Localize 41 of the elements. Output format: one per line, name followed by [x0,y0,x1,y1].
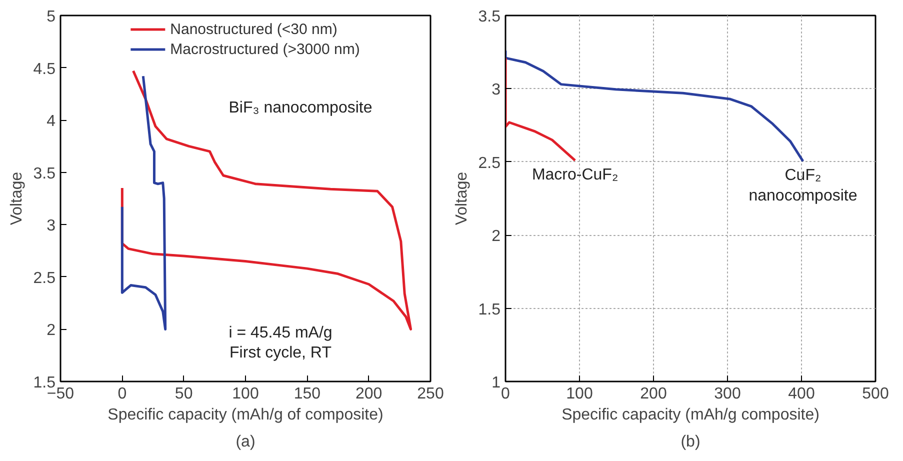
x-tick-label: 100 [566,386,593,402]
legend-label: Nanostructured (<30 nm) [170,20,338,38]
x-tick-label: 300 [714,386,741,402]
y-tick-label: 4 [46,113,56,130]
x-tick-label: 0 [501,386,510,402]
x-tick-label: 250 [417,386,444,402]
annotation: i = 45.45 mA/g [228,324,332,342]
y-tick-label: 3.5 [478,8,501,26]
y-tick-label: 3 [46,218,56,235]
y-tick-label: 5 [46,8,56,26]
x-tick-label: 100 [232,386,259,402]
y-tick-label: 2 [492,228,501,246]
line-series [120,74,167,330]
y-axis-title: Voltage [453,172,470,226]
y-tick-label: 3.5 [33,165,56,182]
text: (a) [236,434,256,450]
x-tick-label: 150 [294,386,321,402]
y-tick-label: 3 [492,82,501,99]
series-label: CuF₂ nanocomposite [748,167,858,205]
x-tick-label: 50 [174,386,193,402]
y-tick-label: 2 [46,322,56,340]
y-axis-title: Voltage [8,172,26,226]
series-label: Macro-CuF₂ [532,166,618,184]
annotation: First cycle, RT [230,344,332,362]
x-tick-label: 500 [862,386,889,402]
text: (b) [680,434,700,450]
legend-label: Macrostructured (>3000 nm) [170,40,360,58]
y-tick-label: 1.5 [478,301,501,318]
y-tick-label: 2.5 [33,270,56,287]
x-tick-label: 200 [355,386,382,402]
x-tick-label: 200 [640,386,667,402]
y-tick-label: 1 [492,374,501,392]
line-series [506,49,804,162]
annotation: BiF₃ nanocomposite [228,100,372,116]
line-series [506,56,576,162]
x-axis-title: Specific capacity (mAh/g composite) [562,406,820,424]
y-tick-label: 2.5 [478,154,501,172]
x-axis-title: Specific capacity (mAh/g of composite) [108,406,384,424]
y-tick-label: 4.5 [33,60,56,78]
x-tick-label: 400 [788,386,815,402]
x-tick-label: 0 [118,386,127,402]
